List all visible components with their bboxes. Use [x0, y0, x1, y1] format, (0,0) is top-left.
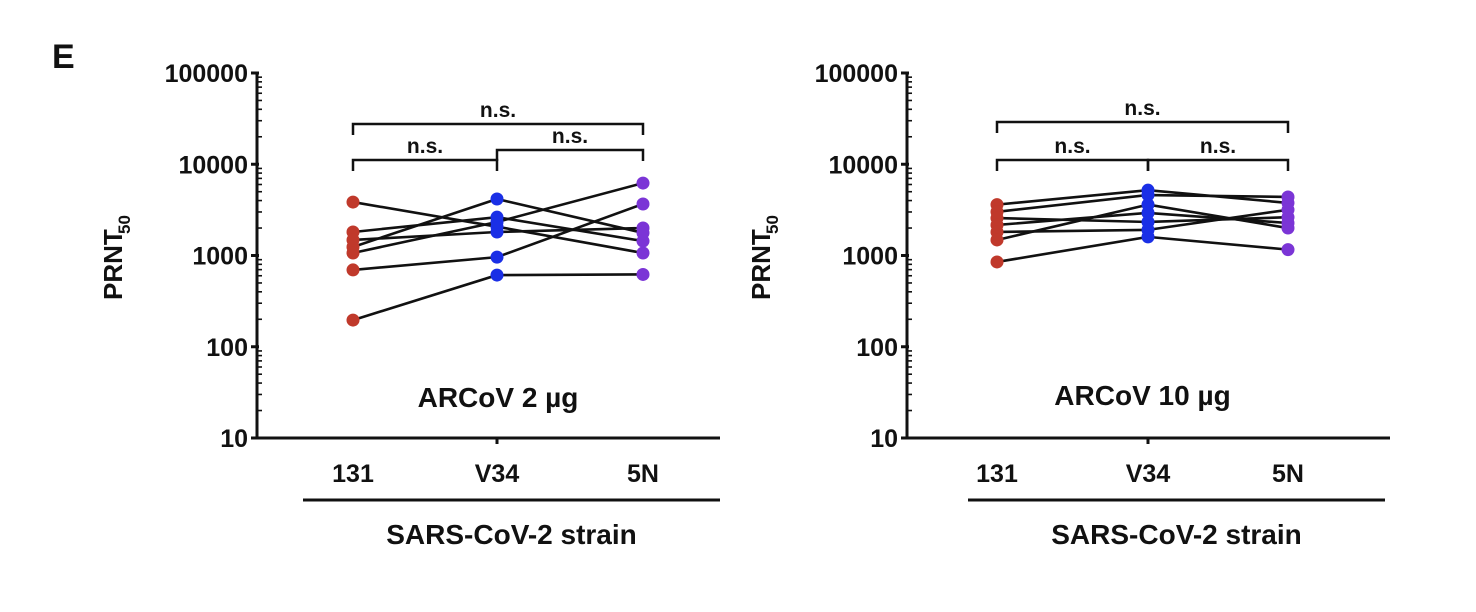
x-axis-title: SARS-CoV-2 strain: [1051, 519, 1302, 550]
y-tick-label: 100: [856, 334, 898, 362]
x-group-label: SARS-CoV-2 strain: [968, 498, 1385, 550]
significance-brackets: n.s. n.s. n.s.: [351, 99, 645, 171]
y-tick-label: 1000: [192, 243, 248, 271]
significance-label: n.s.: [1200, 135, 1236, 158]
x-tick-label: V34: [475, 460, 520, 488]
data-point-131: [346, 263, 360, 277]
significance-bracket: [351, 158, 499, 171]
data-point-131: [990, 255, 1004, 269]
significance-bracket: [351, 122, 645, 135]
x-tick-label: 5N: [1272, 460, 1304, 488]
paired-line: [996, 235, 1289, 264]
data-point-131: [990, 233, 1004, 247]
data-point-5n: [1281, 203, 1295, 217]
panel-label: E: [52, 38, 75, 76]
data-point-131: [346, 246, 360, 260]
data-points: [990, 183, 1295, 269]
paired-lines: [996, 188, 1289, 264]
data-point-131: [346, 313, 360, 327]
chart-arcov-2ug: 10 100 1000 10000 100000 PRNT 50 131 V34 5N n.…: [98, 60, 720, 550]
data-point-5n: [1281, 243, 1295, 257]
chart-arcov-10ug: 10 100 1000 10000 100000 PRNT 50 131 V34 5N n.…: [746, 60, 1390, 550]
data-point-v34: [490, 192, 504, 206]
y-tick-label: 100: [206, 334, 248, 362]
data-point-v34: [1141, 188, 1155, 202]
significance-label: n.s.: [552, 125, 588, 148]
significance-bracket: [495, 148, 645, 161]
y-axis-label-main: PRNT: [746, 229, 776, 300]
data-point-5n: [636, 176, 650, 190]
significance-label: n.s.: [1124, 97, 1160, 120]
x-tick-label: 131: [332, 460, 374, 488]
data-point-131: [346, 195, 360, 209]
y-axis: 10 100 1000 10000 100000: [815, 60, 912, 453]
data-point-v34: [1141, 198, 1155, 212]
data-point-5n: [636, 246, 650, 260]
significance-brackets: n.s. n.s. n.s.: [995, 97, 1290, 171]
data-point-v34: [1141, 230, 1155, 244]
data-point-v34: [490, 250, 504, 264]
data-point-5n: [636, 267, 650, 281]
x-axis: 131 V34 5N: [907, 436, 1390, 488]
significance-bracket: [995, 120, 1290, 133]
y-tick-label: 100000: [165, 60, 248, 88]
data-points: [346, 176, 650, 327]
data-point-5n: [1281, 190, 1295, 204]
data-point-v34: [490, 215, 504, 229]
significance-bracket: [995, 158, 1150, 171]
y-axis-label: PRNT 50: [98, 215, 134, 300]
y-tick-label: 10: [870, 425, 898, 453]
chart-title: ARCoV 2 µg: [418, 382, 579, 413]
y-axis-label-subscript: 50: [763, 215, 782, 234]
y-tick-label: 1000: [842, 243, 898, 271]
y-axis-label-main: PRNT: [98, 229, 128, 300]
significance-bracket: [1146, 158, 1290, 171]
data-point-5n: [636, 197, 650, 211]
x-tick-label: 131: [976, 460, 1018, 488]
x-group-label: SARS-CoV-2 strain: [303, 498, 720, 550]
data-point-v34: [490, 225, 504, 239]
significance-label: n.s.: [480, 99, 516, 122]
chart-title: ARCoV 10 µg: [1054, 380, 1230, 411]
data-point-5n: [636, 226, 650, 240]
x-tick-label: 5N: [627, 460, 659, 488]
y-tick-label: 10000: [828, 151, 898, 179]
y-tick-label: 10000: [178, 151, 248, 179]
y-axis-label: PRNT 50: [746, 215, 782, 300]
y-tick-label: 100000: [815, 60, 898, 88]
y-tick-label: 10: [220, 425, 248, 453]
data-point-5n: [1281, 221, 1295, 235]
significance-label: n.s.: [1054, 135, 1090, 158]
y-axis: 10 100 1000 10000 100000: [165, 60, 262, 453]
x-axis: 131 V34 5N: [257, 436, 720, 488]
y-axis-label-subscript: 50: [115, 215, 134, 234]
data-point-v34: [490, 268, 504, 282]
x-tick-label: V34: [1126, 460, 1171, 488]
x-axis-title: SARS-CoV-2 strain: [386, 519, 637, 550]
significance-label: n.s.: [407, 135, 443, 158]
